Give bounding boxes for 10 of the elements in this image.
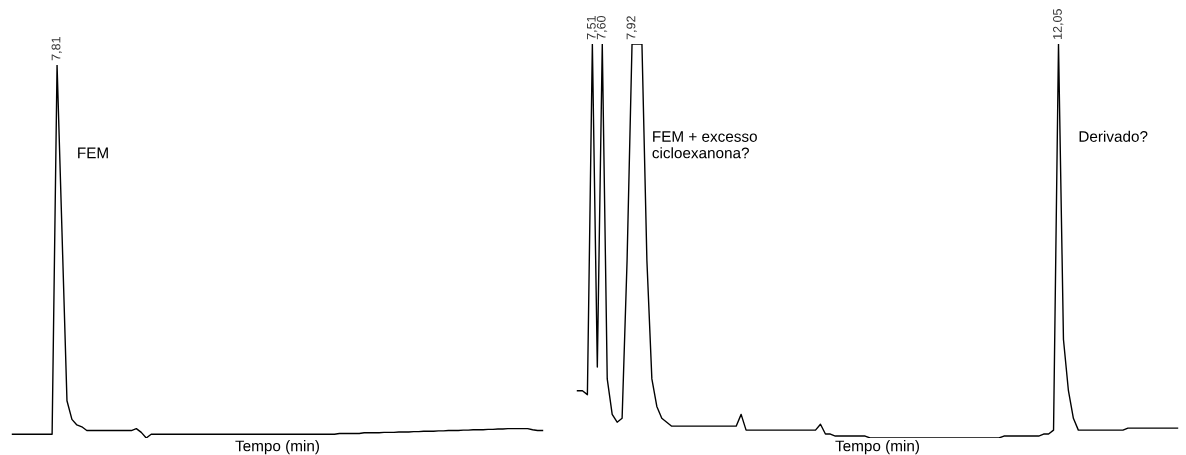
annotation: 12,05	[1053, 9, 1064, 39]
annotation: Derivado?	[1079, 130, 1148, 142]
annotation: FEM	[78, 147, 108, 159]
annotation: 7,92	[626, 16, 637, 40]
annotation: 7,60	[596, 15, 608, 40]
x-axis-title: Tempo (min)	[235, 440, 319, 455]
x-axis-title: Tempo (min)	[835, 440, 919, 455]
annotation: FEM + excesso cicloexanona?	[652, 131, 757, 159]
annotation: 7,81	[51, 37, 62, 61]
annotation: 7,51	[586, 16, 598, 40]
